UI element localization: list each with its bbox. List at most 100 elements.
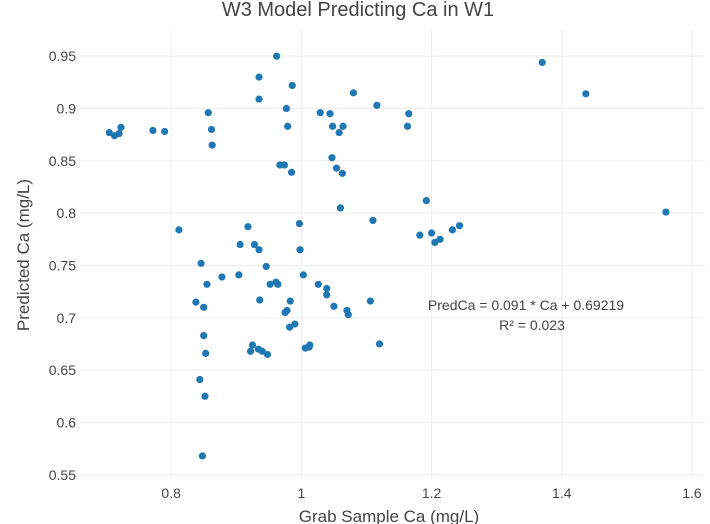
data-point[interactable] — [422, 196, 430, 205]
data-point[interactable] — [284, 122, 292, 130]
data-point[interactable] — [335, 128, 343, 137]
data-point[interactable] — [283, 306, 291, 315]
y-tick-label: 0.75 — [49, 257, 76, 273]
data-point[interactable] — [236, 240, 244, 249]
data-point[interactable] — [366, 297, 374, 305]
data-point[interactable] — [250, 240, 259, 249]
data-point[interactable] — [274, 280, 282, 288]
y-axis-label: Predicted Ca (mg/L) — [14, 179, 33, 331]
y-tick-label: 0.6 — [57, 414, 77, 430]
data-point[interactable] — [291, 320, 299, 328]
data-point[interactable] — [316, 109, 324, 117]
data-point[interactable] — [207, 125, 216, 134]
data-point[interactable] — [175, 226, 183, 234]
regression-annotation: PredCa = 0.091 * Ca + 0.69219 R² = 0.023 — [428, 297, 624, 333]
data-point[interactable] — [349, 89, 358, 97]
x-tick-label: 1.2 — [422, 485, 442, 501]
y-tick-label: 0.95 — [49, 48, 76, 64]
data-point[interactable] — [323, 291, 331, 299]
data-point[interactable] — [149, 126, 157, 135]
data-point[interactable] — [373, 101, 381, 109]
data-point[interactable] — [299, 271, 307, 279]
data-point[interactable] — [218, 273, 226, 281]
data-point[interactable] — [405, 110, 413, 118]
data-point[interactable] — [255, 246, 263, 254]
x-tick-label: 1.6 — [682, 485, 702, 501]
y-tick-label: 0.7 — [57, 310, 77, 326]
data-point[interactable] — [200, 331, 208, 340]
r-squared-label: R² = 0.023 — [499, 317, 565, 333]
data-point[interactable] — [306, 341, 314, 349]
data-point[interactable] — [280, 161, 289, 169]
y-tick-label: 0.55 — [49, 467, 76, 483]
data-point[interactable] — [344, 311, 352, 319]
x-tick-label: 0.8 — [161, 485, 181, 501]
data-point[interactable] — [336, 204, 345, 212]
data-point[interactable] — [295, 220, 304, 228]
data-point[interactable] — [330, 302, 338, 310]
data-point[interactable] — [427, 229, 436, 237]
y-tick-label: 0.8 — [57, 205, 77, 221]
data-point[interactable] — [403, 122, 412, 130]
data-point[interactable] — [255, 73, 263, 81]
data-point[interactable] — [235, 271, 243, 279]
chart-title: W3 Model Predicting Ca in W1 — [222, 0, 494, 21]
data-point[interactable] — [198, 452, 206, 460]
data-point[interactable] — [244, 223, 252, 231]
data-point[interactable] — [263, 350, 272, 359]
data-point[interactable] — [115, 130, 123, 138]
data-point[interactable] — [538, 58, 546, 67]
data-point[interactable] — [105, 128, 113, 137]
data-point[interactable] — [197, 259, 205, 267]
x-axis-label: Grab Sample Ca (mg/L) — [299, 507, 479, 524]
data-point[interactable] — [202, 349, 210, 357]
data-point[interactable] — [323, 284, 331, 293]
data-point[interactable] — [286, 297, 294, 305]
data-point[interactable] — [287, 168, 296, 176]
data-point[interactable] — [326, 110, 334, 118]
data-point[interactable] — [246, 347, 255, 355]
data-point[interactable] — [662, 208, 670, 216]
data-point[interactable] — [455, 222, 464, 230]
data-point[interactable] — [256, 296, 264, 304]
data-point[interactable] — [375, 340, 384, 348]
data-point[interactable] — [369, 216, 377, 225]
data-point[interactable] — [117, 123, 125, 131]
data-point[interactable] — [286, 323, 294, 331]
data-point[interactable] — [282, 104, 290, 113]
data-point[interactable] — [262, 262, 270, 271]
data-point[interactable] — [258, 347, 266, 355]
data-point[interactable] — [338, 169, 346, 177]
data-point[interactable] — [203, 280, 211, 288]
data-point[interactable] — [314, 280, 322, 288]
data-point[interactable] — [200, 303, 208, 311]
y-tick-label: 0.65 — [49, 362, 76, 378]
data-point[interactable] — [196, 375, 204, 384]
data-point[interactable] — [288, 81, 296, 90]
data-point[interactable] — [161, 127, 169, 136]
data-point[interactable] — [436, 235, 444, 243]
data-point[interactable] — [416, 231, 424, 239]
data-point[interactable] — [339, 122, 347, 130]
data-point[interactable] — [332, 164, 341, 172]
data-point[interactable] — [582, 90, 590, 98]
data-point[interactable] — [273, 52, 281, 60]
data-point[interactable] — [192, 298, 200, 306]
regression-equation: PredCa = 0.091 * Ca + 0.69219 — [428, 297, 624, 313]
x-tick-label: 1.4 — [552, 485, 572, 501]
data-point[interactable] — [431, 238, 439, 247]
data-point[interactable] — [266, 280, 274, 288]
tick-labels: 0.8 1 1.2 1.4 1.6 0.55 0.6 0.65 0.7 0.75 0.8 0.85 0.… — [49, 48, 702, 501]
data-point[interactable] — [328, 154, 336, 162]
data-point[interactable] — [296, 246, 304, 254]
data-point[interactable] — [204, 109, 212, 117]
y-tick-label: 0.85 — [49, 153, 76, 169]
data-point[interactable] — [329, 122, 337, 130]
data-point[interactable] — [248, 341, 257, 349]
x-tick-label: 1 — [297, 485, 305, 501]
data-point[interactable] — [448, 226, 456, 234]
data-point[interactable] — [201, 392, 209, 400]
data-point[interactable] — [255, 95, 263, 103]
data-point[interactable] — [208, 141, 216, 149]
